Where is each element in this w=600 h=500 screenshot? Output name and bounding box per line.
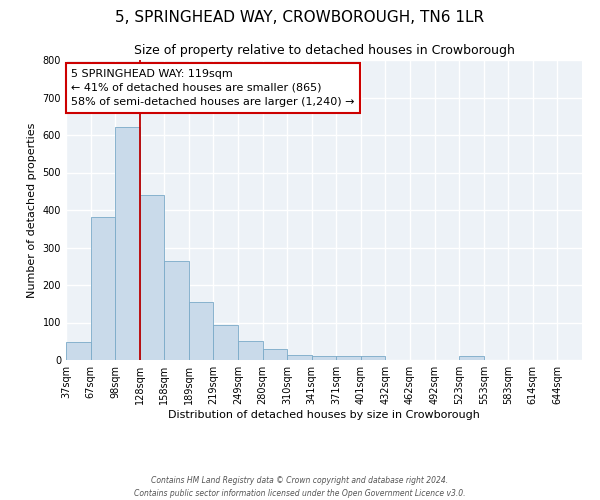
Text: Contains HM Land Registry data © Crown copyright and database right 2024.
Contai: Contains HM Land Registry data © Crown c…: [134, 476, 466, 498]
Bar: [91, 217, 115, 360]
Bar: [459, 356, 484, 360]
Text: 5, SPRINGHEAD WAY, CROWBOROUGH, TN6 1LR: 5, SPRINGHEAD WAY, CROWBOROUGH, TN6 1LR: [115, 10, 485, 25]
Bar: [164, 260, 189, 360]
Bar: [312, 356, 336, 360]
Bar: [263, 349, 287, 360]
Y-axis label: Number of detached properties: Number of detached properties: [27, 122, 37, 298]
Bar: [140, 195, 164, 360]
Bar: [115, 126, 140, 360]
Bar: [287, 355, 312, 360]
Bar: [361, 356, 385, 360]
Bar: [214, 325, 238, 360]
Bar: [336, 356, 361, 360]
Bar: [66, 342, 91, 360]
Text: 5 SPRINGHEAD WAY: 119sqm
← 41% of detached houses are smaller (865)
58% of semi-: 5 SPRINGHEAD WAY: 119sqm ← 41% of detach…: [71, 69, 355, 107]
Title: Size of property relative to detached houses in Crowborough: Size of property relative to detached ho…: [134, 44, 514, 58]
Bar: [238, 341, 263, 360]
X-axis label: Distribution of detached houses by size in Crowborough: Distribution of detached houses by size …: [168, 410, 480, 420]
Bar: [189, 302, 214, 360]
